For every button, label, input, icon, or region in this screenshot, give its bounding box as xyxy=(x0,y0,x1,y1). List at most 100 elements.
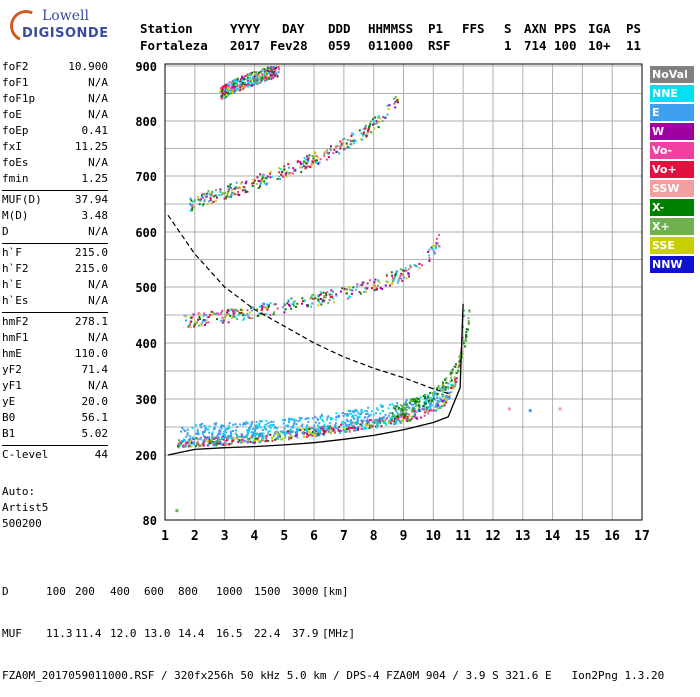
trace-point xyxy=(316,156,319,159)
trace-point xyxy=(261,180,264,183)
trace-point xyxy=(426,397,429,400)
trace-point xyxy=(250,84,253,87)
chart-grid xyxy=(164,64,643,520)
trace-point xyxy=(310,296,313,298)
trace-point xyxy=(320,429,323,431)
trace-point xyxy=(336,415,339,418)
trace-point xyxy=(380,425,383,428)
trace-point xyxy=(292,303,295,306)
trace-point xyxy=(281,437,284,440)
trace-point xyxy=(424,393,427,396)
trace-point xyxy=(300,171,303,173)
trace-point xyxy=(221,92,224,94)
trace-point xyxy=(275,433,278,435)
trace-point xyxy=(235,181,238,184)
trace-point xyxy=(370,419,373,422)
trace-point xyxy=(178,442,181,445)
param-key: h`Es xyxy=(2,294,29,307)
trace-point xyxy=(418,262,421,265)
trace-point xyxy=(333,301,336,304)
trace-point xyxy=(328,425,331,428)
trace-point xyxy=(230,186,233,189)
trace-point xyxy=(221,192,223,195)
trace-point xyxy=(441,392,443,395)
trace-point xyxy=(352,415,355,417)
trace-point xyxy=(371,118,374,121)
trace-point xyxy=(400,272,403,275)
trace-point xyxy=(322,420,325,423)
trace-point xyxy=(199,198,202,201)
trace-point xyxy=(368,427,371,430)
trace-point xyxy=(351,426,354,429)
trace-point xyxy=(329,428,332,431)
trace-point xyxy=(397,278,400,281)
trace-point xyxy=(281,170,284,173)
trace-point xyxy=(190,442,193,444)
trace-point xyxy=(364,127,367,130)
param-value: N/A xyxy=(88,156,108,169)
trace-point xyxy=(413,412,416,415)
trace-point xyxy=(201,432,204,435)
trace-point xyxy=(335,427,337,430)
trace-point xyxy=(365,413,368,415)
header-label: PS xyxy=(626,21,642,36)
trace-point xyxy=(210,194,213,197)
muf-value: 14.4 xyxy=(178,627,205,640)
trace-point xyxy=(394,418,396,420)
trace-point xyxy=(276,66,279,68)
trace-point xyxy=(411,399,414,402)
header-label: YYYY xyxy=(230,21,261,36)
trace-point xyxy=(427,402,430,404)
trace-point xyxy=(413,398,416,401)
trace-point xyxy=(231,437,234,440)
trace-point xyxy=(391,412,394,415)
param-separator xyxy=(2,445,108,446)
trace-point xyxy=(347,297,349,300)
trace-point xyxy=(231,430,234,432)
muf-value: 11.4 xyxy=(75,627,102,640)
trace-point xyxy=(189,209,192,212)
trace-point xyxy=(318,294,321,297)
trace-point xyxy=(227,85,230,88)
trace-point xyxy=(431,399,434,402)
muf-value: 12.0 xyxy=(110,627,137,640)
trace-point xyxy=(186,441,189,444)
trace-point xyxy=(271,424,273,427)
trace-point xyxy=(223,97,226,100)
trace-point xyxy=(251,71,253,74)
header-value: 714 xyxy=(524,38,547,53)
trace-point xyxy=(274,438,277,441)
trace-point xyxy=(386,113,389,116)
trace-point xyxy=(349,143,352,146)
trace-point xyxy=(335,293,338,296)
distance-row: D 100 200 400 600 800 1000 1500 3000 [km] xyxy=(2,585,664,599)
trace-point xyxy=(238,89,241,92)
y-tick-label: 500 xyxy=(135,281,157,295)
trace-point xyxy=(183,439,186,442)
trace-point xyxy=(247,73,250,76)
trace-point xyxy=(224,433,227,436)
trace-point xyxy=(288,303,290,306)
trace-point xyxy=(267,72,270,75)
trace-point xyxy=(330,426,333,429)
trace-point xyxy=(224,439,227,442)
trace-point xyxy=(339,145,341,148)
trace-point xyxy=(265,435,268,437)
trace-point xyxy=(392,407,395,409)
trace-point xyxy=(289,432,292,435)
trace-point xyxy=(374,278,377,281)
trace-point xyxy=(417,404,420,407)
trace-point xyxy=(308,434,311,436)
trace-point xyxy=(389,284,391,287)
trace-point xyxy=(225,197,228,200)
trace-point xyxy=(398,420,401,423)
trace-point xyxy=(270,420,273,423)
trace-point xyxy=(449,380,452,383)
trace-point xyxy=(359,412,362,415)
trace-point xyxy=(436,393,439,395)
trace-point xyxy=(249,426,251,429)
trace-point xyxy=(180,442,183,445)
trace-point xyxy=(359,292,362,295)
trace-point xyxy=(202,439,205,442)
trace-point xyxy=(349,427,352,429)
